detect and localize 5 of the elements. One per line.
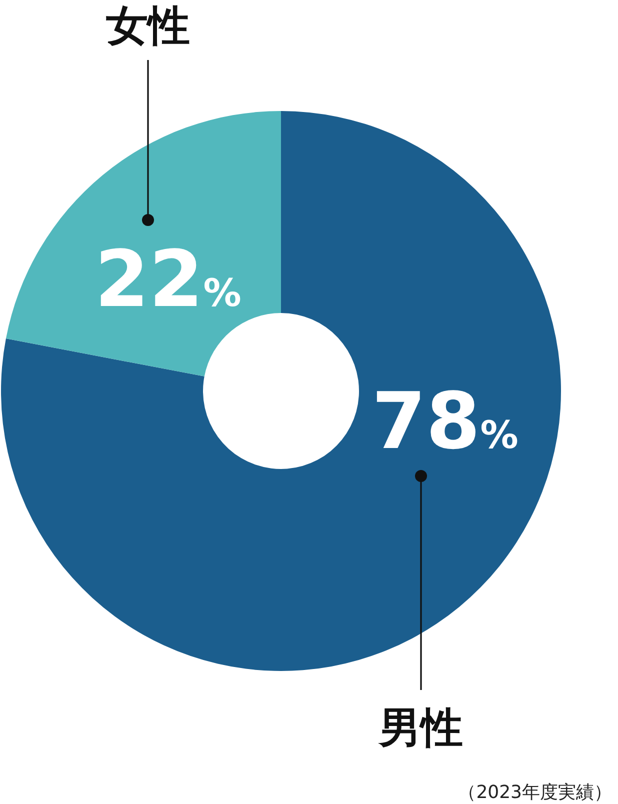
slice-label: 男性 bbox=[377, 703, 463, 752]
data-label: 22% bbox=[94, 235, 242, 325]
slice-label: 女性 bbox=[105, 1, 190, 50]
text: （2023年度実績） bbox=[458, 782, 612, 803]
data-label: 78% bbox=[372, 377, 518, 467]
